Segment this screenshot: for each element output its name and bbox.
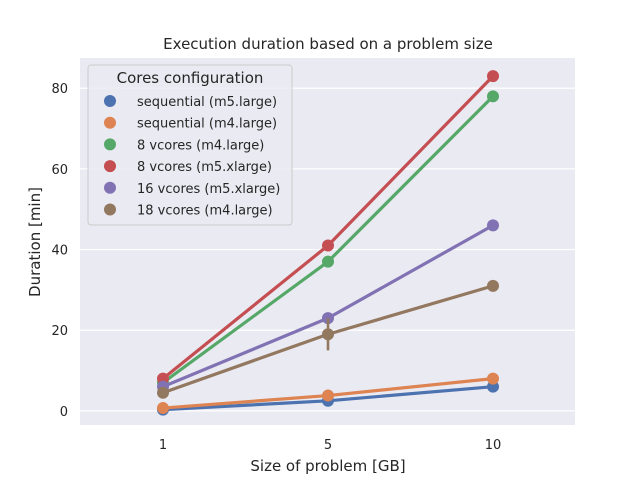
series-layer [157,70,499,416]
y-tick-label: 60 [51,163,68,178]
legend: Cores configuration sequential (m5.large… [87,64,293,226]
data-point [322,389,334,402]
legend-box [87,64,293,226]
data-point [487,70,499,83]
series-5 [157,279,499,399]
legend-items: sequential (m5.large) sequential (m4.larg… [104,95,280,219]
legend-marker [104,160,116,173]
data-point [322,328,334,341]
legend-title: Cores configuration [117,69,264,87]
data-point [487,279,499,292]
y-tick-label: 20 [51,324,68,339]
legend-marker [104,138,116,151]
legend-marker [104,116,116,129]
legend-entry: sequential (m4.large) [137,117,277,132]
legend-marker [104,95,116,107]
data-point [322,255,334,268]
y-tick-labels: 0 20 40 60 80 [51,82,68,420]
data-point [322,239,334,252]
legend-marker [104,203,116,216]
y-tick-label: 0 [60,405,68,420]
y-tick-label: 80 [51,82,68,97]
y-axis-label: Duration [min] [26,187,44,297]
legend-entry: sequential (m5.large) [137,95,277,110]
y-tick-label: 40 [51,244,68,259]
x-tick-labels: 1 5 10 [159,438,501,453]
data-point [157,386,169,399]
legend-marker [104,181,116,194]
x-axis-label: Size of problem [GB] [250,457,405,475]
data-point [487,219,499,232]
legend-entry: 8 vcores (m5.xlarge) [137,160,272,175]
x-tick-label: 10 [485,438,502,453]
legend-entry: 16 vcores (m5.xlarge) [137,182,280,197]
x-tick-label: 1 [159,438,167,453]
data-point [487,90,499,103]
legend-entry: 18 vcores (m4.large) [137,204,273,219]
x-tick-label: 5 [324,438,332,453]
series-1 [157,372,499,415]
legend-entry: 8 vcores (m4.large) [137,138,264,153]
data-point [157,402,169,415]
chart-title: Execution duration based on a problem si… [163,35,493,53]
data-point [487,372,499,385]
